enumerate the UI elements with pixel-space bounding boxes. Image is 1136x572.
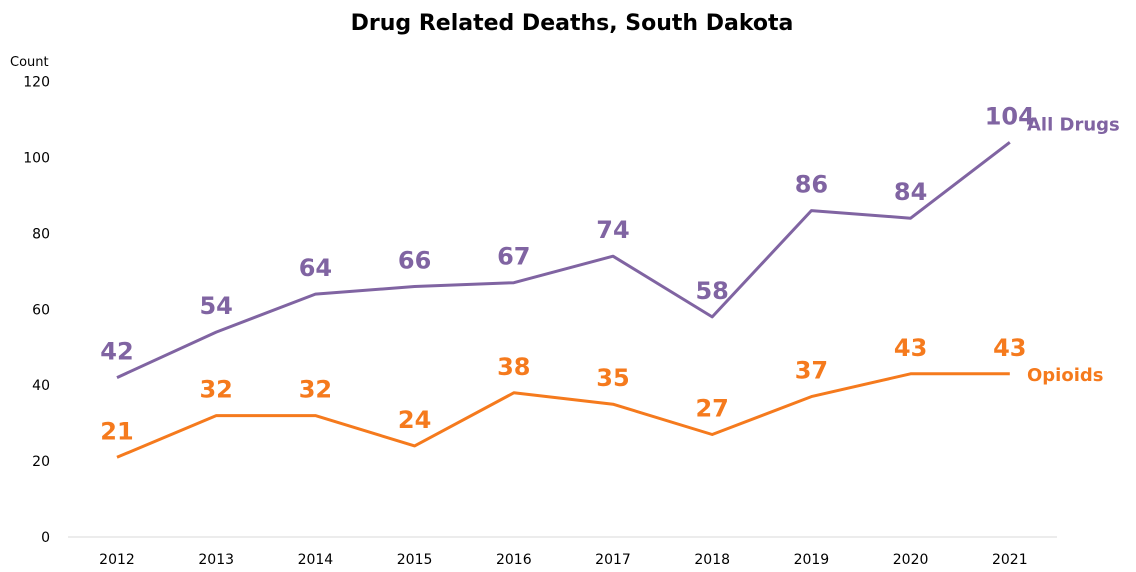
y-tick-label: 100 — [23, 151, 50, 167]
data-label: 66 — [398, 247, 431, 275]
series-name-label: All Drugs — [1027, 114, 1120, 135]
x-tick-label: 2014 — [298, 552, 334, 568]
series-line-opioids — [116, 372, 1010, 459]
data-label: 54 — [199, 292, 232, 320]
y-tick-label: 120 — [23, 75, 50, 91]
data-label: 67 — [497, 243, 530, 271]
x-tick-label: 2018 — [694, 552, 730, 568]
series-line-all-drugs — [116, 141, 1011, 379]
y-tick-label: 80 — [32, 226, 50, 242]
x-tick-label: 2021 — [992, 552, 1028, 568]
y-axis-label: Count — [10, 55, 49, 70]
data-label: 86 — [795, 171, 828, 199]
series-name-label: Opioids — [1027, 365, 1104, 386]
y-tick-label: 60 — [32, 302, 50, 318]
data-label: 64 — [299, 254, 332, 282]
chart-title: Drug Related Deaths, South Dakota — [351, 11, 794, 36]
x-tick-label: 2012 — [99, 552, 135, 568]
x-tick-label: 2017 — [595, 552, 631, 568]
data-label: 74 — [596, 216, 629, 244]
y-tick-label: 40 — [32, 378, 50, 394]
x-tick-label: 2020 — [893, 552, 929, 568]
series-names: All Drugs Opioids — [1027, 114, 1120, 385]
data-label: 84 — [894, 178, 927, 206]
data-label: 38 — [497, 353, 530, 381]
series-lines — [116, 141, 1011, 459]
data-label: 104 — [985, 102, 1035, 130]
data-label: 43 — [993, 334, 1026, 362]
data-label: 24 — [398, 406, 431, 434]
data-label: 37 — [795, 357, 828, 385]
data-label: 32 — [299, 376, 332, 404]
data-label: 43 — [894, 334, 927, 362]
y-tick-label: 0 — [41, 530, 50, 546]
x-axis-ticks: 2012 2013 2014 2015 2016 2017 2018 2019 2020 2021 — [99, 552, 1027, 568]
y-axis-ticks: 0 20 40 60 80 100 120 — [23, 75, 50, 546]
data-label: 27 — [695, 395, 728, 423]
x-tick-label: 2019 — [794, 552, 830, 568]
data-labels: 42 54 64 66 67 74 58 86 84 104 21 32 32 24 38 35 27 37 43 4… — [100, 102, 1035, 445]
y-tick-label: 20 — [32, 454, 50, 470]
x-tick-label: 2015 — [397, 552, 433, 568]
data-label: 42 — [100, 338, 133, 366]
x-tick-label: 2016 — [496, 552, 532, 568]
x-tick-label: 2013 — [198, 552, 234, 568]
data-label: 35 — [596, 364, 629, 392]
data-label: 21 — [100, 417, 133, 445]
data-label: 32 — [199, 376, 232, 404]
data-label: 58 — [695, 277, 728, 305]
